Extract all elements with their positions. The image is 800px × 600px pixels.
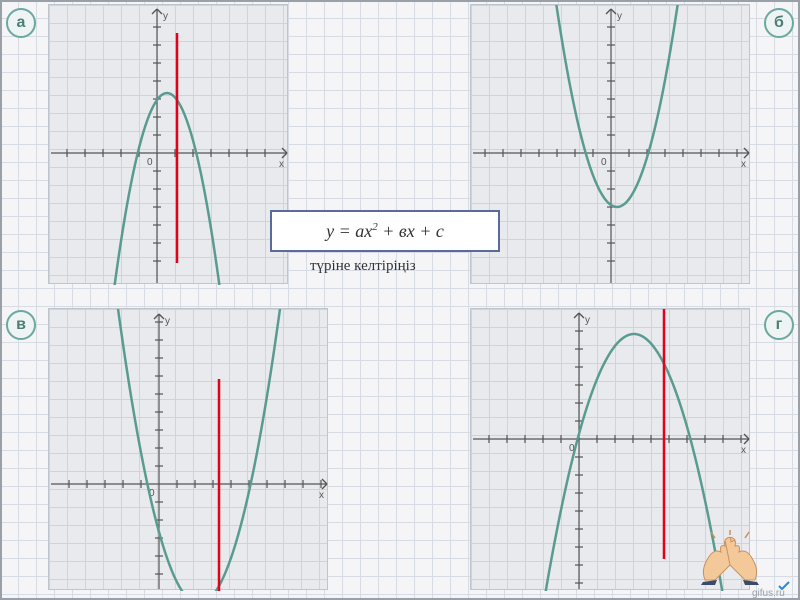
formula-text: y = ax2 + вx + c bbox=[326, 221, 444, 242]
svg-text:x: x bbox=[319, 490, 324, 501]
chart-panel-v: yx0 bbox=[48, 308, 328, 590]
svg-text:x: x bbox=[741, 445, 746, 456]
svg-text:0: 0 bbox=[601, 157, 607, 168]
formula-part-2: + вx + c bbox=[378, 221, 444, 241]
chart-panel-a: y x 0 bbox=[48, 4, 288, 284]
formula-part-1: y = ax bbox=[326, 221, 372, 241]
chart-panel-b: y x 0 bbox=[470, 4, 750, 284]
svg-text:y: y bbox=[165, 316, 170, 327]
svg-text:x: x bbox=[279, 159, 284, 170]
subtitle-text: түріне келтіріңіз bbox=[310, 258, 416, 275]
chart-a-svg: y x 0 bbox=[49, 5, 289, 285]
badge-v: в bbox=[6, 310, 36, 340]
svg-text:x: x bbox=[741, 159, 746, 170]
svg-text:y: y bbox=[585, 315, 590, 326]
badge-a: а bbox=[6, 8, 36, 38]
badge-b: б bbox=[764, 8, 794, 38]
svg-text:y: y bbox=[617, 11, 622, 22]
svg-text:0: 0 bbox=[147, 157, 153, 168]
clapping-hands-icon bbox=[695, 530, 765, 585]
formula-box: y = ax2 + вx + c bbox=[270, 210, 500, 252]
check-icon bbox=[778, 580, 790, 592]
svg-text:y: y bbox=[163, 11, 168, 22]
chart-b-svg: y x 0 bbox=[471, 5, 751, 285]
chart-v-svg: yx0 bbox=[49, 309, 329, 591]
badge-g: г bbox=[764, 310, 794, 340]
